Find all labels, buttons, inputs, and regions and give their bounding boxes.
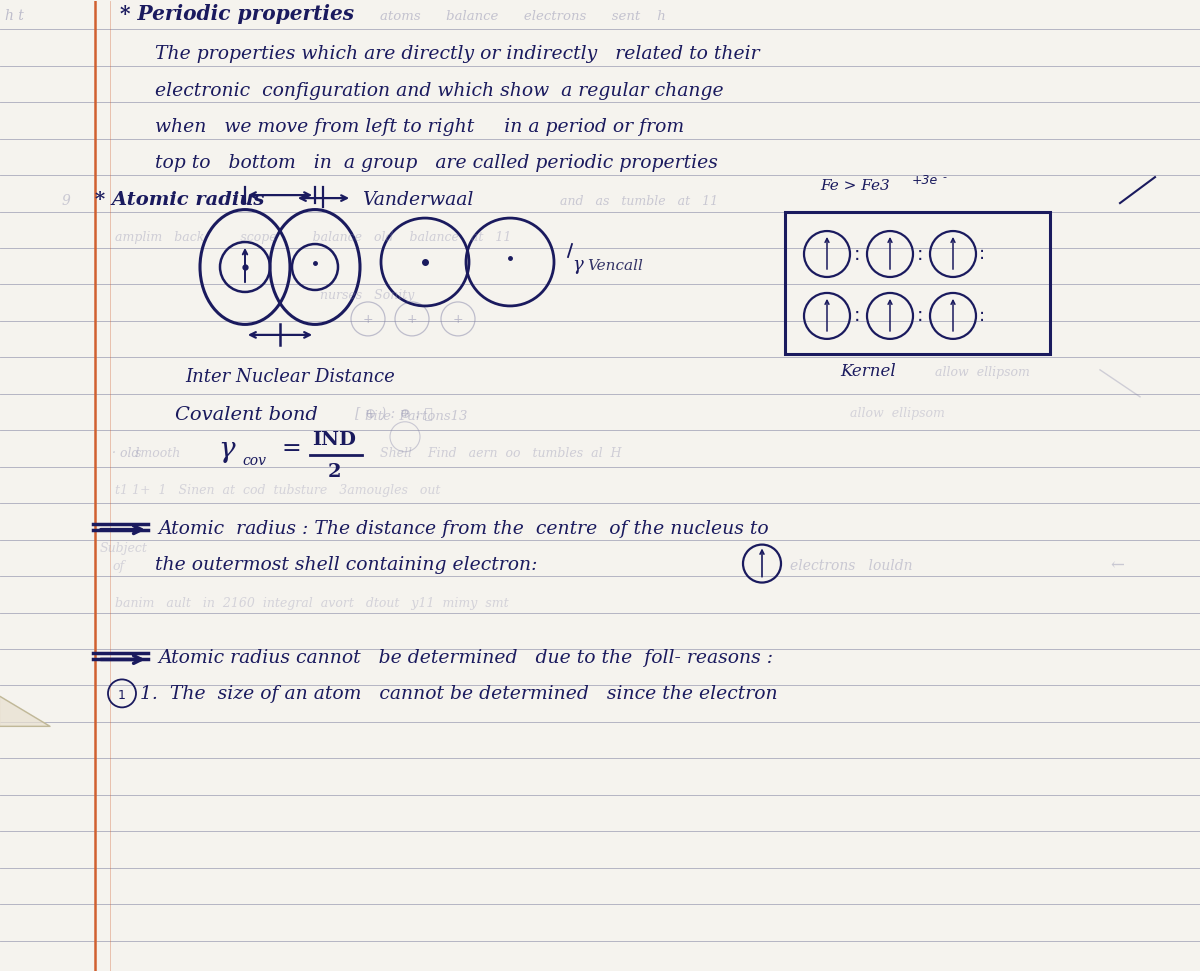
Text: Atomic radius cannot   be determined   due to the  foll- reasons :: Atomic radius cannot be determined due t… (158, 650, 773, 667)
Text: allow  ellipsom: allow ellipsom (935, 366, 1030, 379)
Text: :: : (853, 307, 860, 325)
Text: 2: 2 (328, 463, 342, 481)
Text: :: : (979, 307, 985, 325)
Text: * Atomic radius: * Atomic radius (95, 191, 264, 209)
Text: when   we move from left to right     in a period or from: when we move from left to right in a per… (155, 118, 684, 136)
Text: amplim   back         scope         balance   old    balance   at   11: amplim back scope balance old balance at… (115, 231, 511, 244)
Text: of: of (112, 559, 124, 573)
Text: atoms      balance      electrons      sent    h: atoms balance electrons sent h (380, 11, 666, 23)
Text: cov: cov (242, 453, 266, 468)
Text: γ: γ (218, 436, 235, 463)
Text: the outermost shell containing electron:: the outermost shell containing electron: (155, 555, 538, 574)
Text: ←: ← (1110, 556, 1124, 574)
Text: bite  Partons13: bite Partons13 (365, 410, 467, 422)
Text: :: : (917, 245, 923, 263)
Text: +: + (407, 314, 418, 326)
Text: * Periodic properties: * Periodic properties (120, 4, 354, 24)
Text: :: : (979, 245, 985, 263)
Text: 1: 1 (118, 688, 126, 702)
Text: Fe > Fe3: Fe > Fe3 (820, 179, 889, 193)
Text: nurses   Sonity: nurses Sonity (320, 289, 414, 302)
Text: 1.  The  size of an atom   cannot be determined   since the electron: 1. The size of an atom cannot be determi… (140, 686, 778, 703)
Polygon shape (0, 696, 50, 726)
Text: t1 1+  1   Sinen  at  cod  tubsture   3amougles   out: t1 1+ 1 Sinen at cod tubsture 3amougles … (115, 484, 440, 497)
Text: =: = (282, 437, 301, 459)
Text: allow  ellipsom: allow ellipsom (850, 407, 944, 419)
Text: banim   ault   in  2160  integral  avort   dtout   y11  mimy  smt: banim ault in 2160 integral avort dtout … (115, 596, 509, 610)
Text: +: + (362, 314, 373, 326)
Text: Covalent bond: Covalent bond (175, 406, 318, 423)
Text: electronic  configuration and which show  a regular change: electronic configuration and which show … (155, 83, 724, 100)
Text: smooth: smooth (134, 447, 181, 459)
Text: Subject: Subject (100, 542, 148, 554)
Text: +3e: +3e (912, 174, 938, 187)
Text: :: : (853, 245, 860, 263)
Text: 9: 9 (62, 194, 71, 208)
Text: h t: h t (5, 10, 24, 23)
Text: Atomic  radius : The distance from the  centre  of the nucleus to: Atomic radius : The distance from the ce… (158, 519, 769, 538)
Text: electrons   louldn: electrons louldn (790, 558, 912, 573)
Text: The properties which are directly or indirectly   related to their: The properties which are directly or ind… (155, 46, 760, 63)
Text: +: + (452, 314, 463, 326)
Text: IND: IND (312, 431, 356, 449)
Text: top to   bottom   in  a group   are called periodic properties: top to bottom in a group are called peri… (155, 154, 718, 172)
Text: Vencall: Vencall (587, 259, 643, 273)
Text: · old: · old (112, 447, 139, 459)
Text: γ: γ (572, 256, 583, 274)
Text: Shell    Find   aern  oo   tumbles  al  H: Shell Find aern oo tumbles al H (380, 447, 622, 459)
Text: Vanderwaal: Vanderwaal (362, 191, 473, 209)
Text: [ ⊕ ) : ⊕ : ①: [ ⊕ ) : ⊕ : ① (355, 407, 433, 420)
Text: -: - (942, 172, 946, 183)
Text: and   as   tumble   at   11: and as tumble at 11 (560, 195, 718, 208)
Text: Inter Nuclear Distance: Inter Nuclear Distance (185, 368, 395, 385)
Text: :: : (917, 307, 923, 325)
Text: Kernel: Kernel (840, 363, 895, 380)
